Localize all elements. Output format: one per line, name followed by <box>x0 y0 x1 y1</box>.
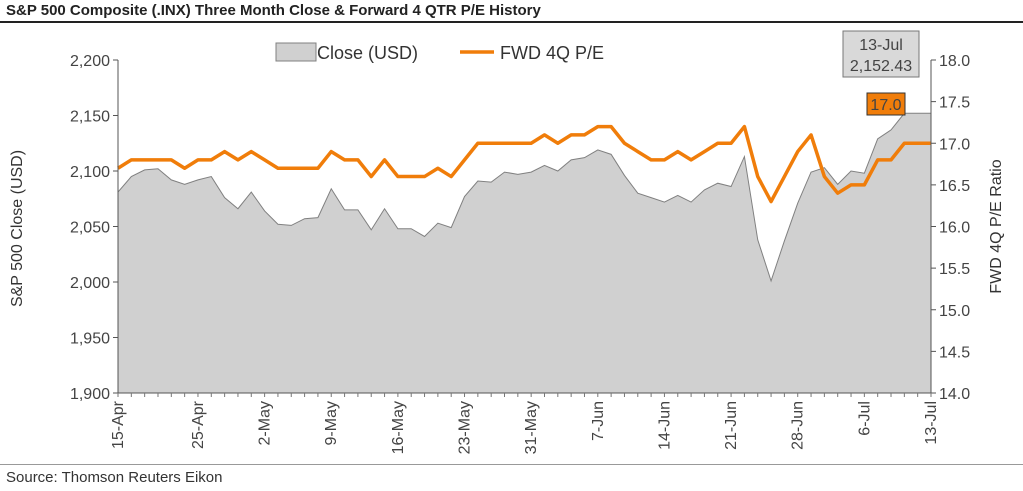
x-tick-label: 25-Apr <box>190 400 207 449</box>
y2-tick-label: 17.0 <box>939 136 970 153</box>
y-tick-label: 2,100 <box>70 164 110 181</box>
y2-axis-title: FWD 4Q P/E Ratio <box>988 159 1005 293</box>
pe-line <box>117 124 931 204</box>
y2-tick-label: 16.5 <box>939 178 970 195</box>
x-tick-label: 2-May <box>257 401 274 445</box>
chart-title: S&P 500 Composite (.INX) Three Month Clo… <box>6 2 541 19</box>
x-tick-label: 23-May <box>457 401 474 454</box>
y2-tick-label: 16.0 <box>939 220 970 237</box>
x-tick-label: 9-May <box>323 401 340 445</box>
x-tick-label: 16-May <box>390 401 407 454</box>
y2-tick-label: 14.0 <box>939 386 970 403</box>
pe-callout: 17.0 <box>866 92 906 116</box>
close-callout-value: 2,152.43 <box>850 58 912 75</box>
footer-rule <box>0 464 1023 465</box>
y-tick-label: 1,900 <box>70 386 110 403</box>
x-tick-label: 21-Jun <box>723 401 740 450</box>
y2-tick-label: 17.5 <box>939 95 970 112</box>
x-tick-label: 13-Jul <box>923 401 940 445</box>
close-area <box>118 113 931 393</box>
x-tick-label: 15-Apr <box>110 400 127 449</box>
y-tick-label: 2,150 <box>70 109 110 126</box>
x-tick-label: 31-May <box>523 401 540 454</box>
chart-canvas: 2,200 2,150 2,100 2,050 2,000 1,950 1,900 18.0… <box>9 30 1005 454</box>
close-callout-date: 13-Jul <box>859 37 903 54</box>
close-callout: 13-Jul 2,152.43 <box>842 30 920 78</box>
legend: Close (USD) FWD 4Q P/E <box>275 42 604 63</box>
x-tick-label: 28-Jun <box>790 401 807 450</box>
close-callout-box <box>842 30 920 78</box>
y2-tick-label: 14.5 <box>939 344 970 361</box>
y-axis-title: S&P 500 Close (USD) <box>9 150 26 307</box>
x-tick-label: 6-Jul <box>856 401 873 436</box>
legend-label-close: Close (USD) <box>317 43 418 63</box>
y2-tick-label: 18.0 <box>939 53 970 70</box>
x-tick-label: 14-Jun <box>656 401 673 450</box>
legend-label-pe: FWD 4Q P/E <box>500 43 604 63</box>
pe-callout-box <box>866 92 906 116</box>
x-tick-label: 7-Jun <box>590 401 607 441</box>
source-note: Source: Thomson Reuters Eikon <box>6 469 223 486</box>
close-line <box>117 112 931 283</box>
legend-swatch-close <box>275 42 317 62</box>
y-tick-label: 2,200 <box>70 53 110 70</box>
y-tick-label: 2,050 <box>70 220 110 237</box>
y2-tick-label: 15.0 <box>939 303 970 320</box>
title-rule <box>0 21 1023 23</box>
y2-tick-label: 15.5 <box>939 261 970 278</box>
pe-callout-value: 17.0 <box>870 97 901 114</box>
y-tick-label: 1,950 <box>70 331 110 348</box>
y-tick-label: 2,000 <box>70 275 110 292</box>
